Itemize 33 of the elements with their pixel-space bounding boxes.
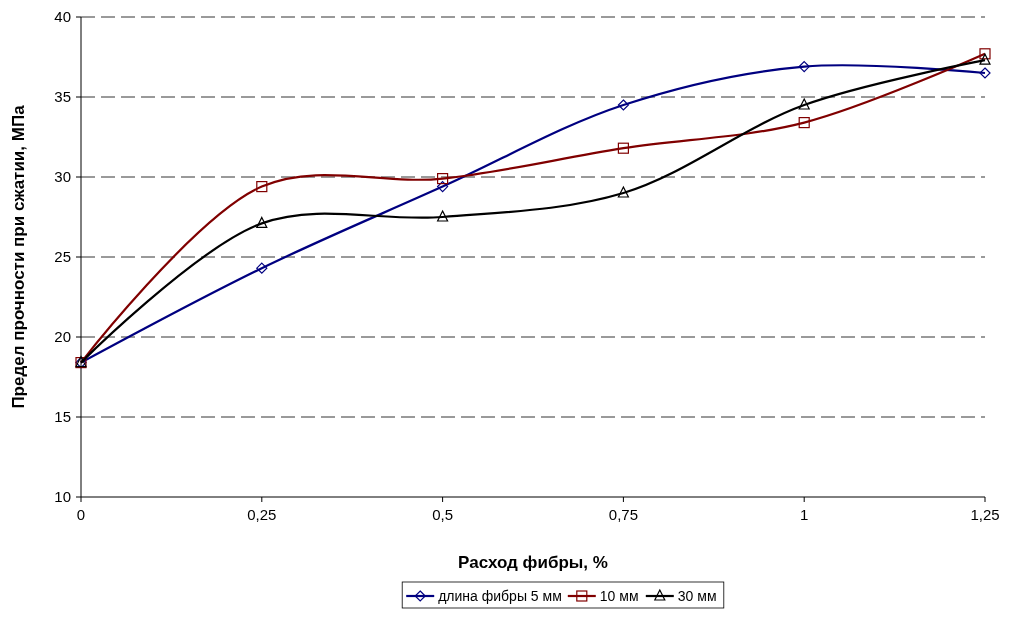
point (437, 173, 449, 185)
y-tick-label: 35 (54, 88, 71, 106)
y-tick-label: 15 (54, 408, 71, 426)
point (798, 61, 810, 73)
point (256, 216, 268, 228)
y-axis-title: Предел прочности при сжатии, МПа (9, 104, 28, 409)
point (979, 48, 991, 60)
point (437, 210, 449, 222)
legend-label: длина фибры 5 мм (438, 587, 562, 604)
y-tick-label: 40 (54, 8, 71, 26)
y-tick-label: 30 (54, 168, 71, 186)
legend-label: 30 мм (677, 587, 717, 604)
point (437, 181, 449, 193)
point (798, 117, 810, 129)
point (798, 98, 810, 110)
point (979, 53, 991, 65)
x-axis-title: Расход фибры, % (458, 553, 608, 572)
point (256, 262, 268, 274)
x-tick-label: 1,25 (970, 506, 1000, 523)
point (979, 67, 991, 79)
point (617, 99, 629, 111)
y-tick-label: 20 (54, 328, 71, 346)
point (617, 142, 629, 154)
x-tick-label: 0 (76, 506, 86, 523)
y-tick-label: 25 (54, 248, 71, 266)
legend-label: 10 мм (599, 587, 639, 604)
x-tick-label: 1 (800, 506, 809, 523)
x-tick-label: 0,5 (432, 506, 454, 523)
y-tick-label: 10 (54, 488, 71, 506)
point (617, 186, 629, 198)
point (256, 181, 268, 193)
x-tick-label: 0,75 (608, 506, 638, 523)
x-tick-label: 0,25 (247, 506, 277, 523)
